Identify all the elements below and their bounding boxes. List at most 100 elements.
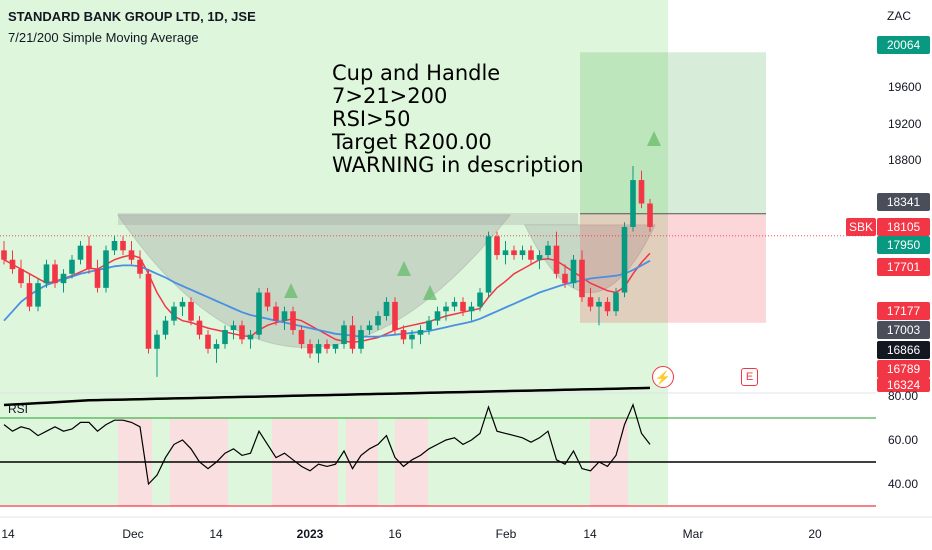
candle — [196, 315, 203, 340]
candle — [69, 255, 75, 279]
candle — [137, 250, 143, 279]
candle-body — [519, 250, 526, 256]
candle-body — [239, 325, 245, 340]
candle — [562, 264, 568, 288]
time-tick: Dec — [122, 527, 144, 541]
candle — [9, 250, 16, 274]
candle-body — [417, 330, 424, 335]
signal-triangle-icon — [397, 261, 411, 276]
long-position-loss — [580, 213, 766, 323]
candle — [94, 259, 101, 293]
candle — [222, 325, 228, 349]
candle — [239, 320, 245, 345]
price-box-ma: 17701 — [877, 258, 930, 276]
candle-body — [434, 311, 441, 321]
candle — [587, 287, 594, 312]
candle-body — [570, 259, 577, 284]
candle — [451, 297, 458, 312]
candle-body — [392, 301, 398, 331]
price-box: 17003 — [877, 321, 930, 339]
candle-body — [341, 325, 347, 345]
candle — [43, 259, 50, 288]
candle — [579, 250, 585, 302]
candle-body — [60, 273, 67, 284]
candle — [604, 297, 611, 316]
candle-body — [383, 301, 390, 316]
candle — [553, 231, 560, 279]
candle — [647, 198, 653, 232]
candle-body — [647, 203, 653, 227]
candle-body — [1, 250, 7, 260]
candle — [460, 297, 466, 316]
candle-body — [196, 320, 203, 335]
candle-body — [222, 330, 228, 345]
candle-body — [162, 320, 169, 335]
candle-body — [596, 301, 602, 307]
candle — [1, 240, 7, 265]
candle-body — [290, 311, 296, 331]
earnings-icon[interactable]: E — [741, 368, 758, 386]
candle — [638, 170, 645, 209]
candle — [519, 245, 526, 260]
indicator-legend[interactable]: 7/21/200 Simple Moving Average — [8, 30, 199, 45]
candle-body — [52, 264, 58, 284]
candle — [528, 245, 534, 265]
candle-body — [94, 269, 101, 288]
candle-body — [247, 334, 254, 340]
candle — [154, 330, 160, 377]
flash-icon[interactable]: ⚡ — [652, 366, 674, 388]
candle — [213, 339, 220, 363]
candle-body — [26, 283, 33, 307]
price-box: 16789 — [877, 360, 930, 378]
candle — [468, 301, 475, 321]
candle-body — [630, 180, 636, 227]
ma-21-line — [3, 259, 651, 338]
candle-body — [111, 240, 118, 251]
candle — [400, 325, 407, 345]
candle-body — [273, 306, 279, 321]
price-box-entry: 18341 — [877, 193, 930, 211]
candle-body — [502, 250, 509, 256]
candle — [307, 339, 313, 359]
candle — [409, 330, 415, 349]
candle-body — [179, 301, 186, 307]
signal-triangle-icon — [647, 131, 661, 146]
candle-body — [400, 330, 407, 340]
candle-body — [604, 301, 611, 312]
price-box: 16866 — [877, 341, 930, 359]
candle — [256, 287, 262, 340]
rsi-tick: 40.00 — [888, 477, 919, 491]
price-box-ma: 17950 — [877, 236, 930, 254]
candle-body — [638, 180, 645, 204]
candle-body — [18, 269, 24, 284]
candle-body — [103, 250, 109, 288]
candle-body — [171, 306, 177, 321]
candle-body — [409, 334, 415, 340]
candle — [188, 297, 194, 326]
rsi-tick: 60.00 — [888, 433, 919, 447]
candle-body — [613, 292, 619, 312]
candle-body — [451, 301, 458, 307]
price-box-target: 20064 — [877, 36, 930, 54]
candle — [332, 344, 339, 354]
candle-body — [536, 255, 543, 260]
candle-body — [281, 311, 288, 321]
chart-annotation[interactable]: Cup and Handle 7>21>200 RSI>50 Target R2… — [332, 62, 584, 177]
candle-body — [154, 334, 160, 349]
chart-title: STANDARD BANK GROUP LTD, 1D, JSE — [8, 9, 256, 24]
candle-body — [332, 344, 339, 349]
candle — [502, 240, 509, 265]
candle — [621, 222, 628, 298]
candle — [392, 297, 398, 335]
candle — [111, 236, 118, 256]
time-tick: 14 — [583, 527, 597, 541]
candle — [18, 259, 24, 288]
candle — [179, 297, 186, 316]
rsi-pane-label[interactable]: RSI — [8, 402, 29, 416]
candle — [485, 231, 492, 298]
candle-body — [205, 334, 211, 349]
candle — [145, 269, 152, 354]
candle-body — [324, 344, 330, 349]
